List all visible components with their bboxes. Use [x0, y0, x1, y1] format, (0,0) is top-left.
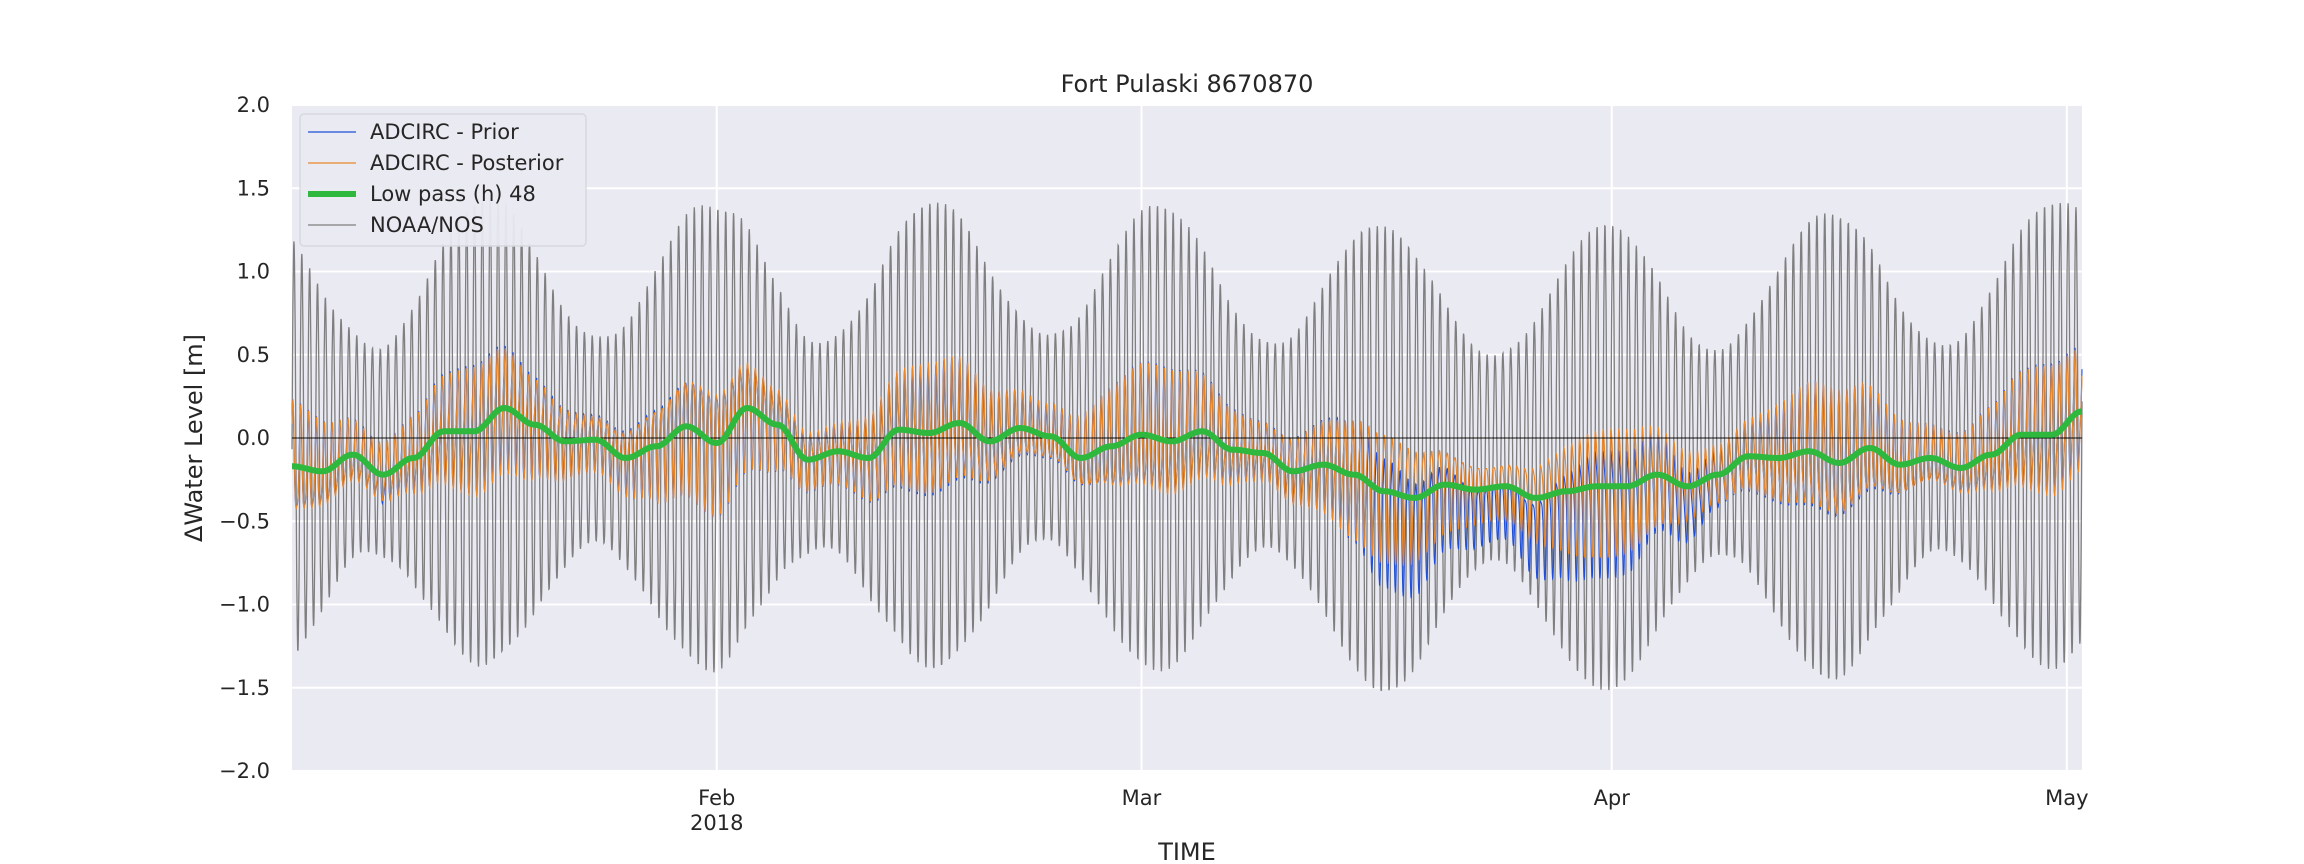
- x-tick-label: May: [2045, 786, 2088, 810]
- y-tick-label: −1.0: [219, 593, 270, 617]
- y-tick-label: 1.0: [237, 260, 270, 284]
- legend-box: [299, 113, 587, 247]
- legend-label: ADCIRC - Posterior: [370, 151, 564, 175]
- x-tick-sublabel: 2018: [690, 811, 743, 835]
- y-tick-label: 2.0: [237, 93, 270, 117]
- legend-label: NOAA/NOS: [370, 213, 484, 237]
- y-axis-ticks: 2.0 1.5 1.0 0.5 0.0 −0.5 −1.0 −1.5 −2.0: [219, 93, 270, 783]
- x-tick-label: Apr: [1594, 786, 1631, 810]
- series-line-noaa-nos: [291, 197, 2083, 692]
- y-tick-label: −1.5: [219, 676, 270, 700]
- series-layer: [290, 197, 2084, 692]
- y-axis-label: ΔWater Level [m]: [180, 334, 208, 542]
- x-axis-label: TIME: [1157, 838, 1216, 864]
- y-tick-label: 0.5: [237, 343, 270, 367]
- y-tick-label: −2.0: [219, 759, 270, 783]
- y-tick-label: 1.5: [237, 176, 270, 200]
- y-tick-label: 0.0: [237, 426, 270, 450]
- x-tick-label: Mar: [1122, 786, 1162, 810]
- legend-label: ADCIRC - Prior: [370, 120, 519, 144]
- y-tick-label: −0.5: [219, 509, 270, 533]
- legend-label: Low pass (h) 48: [370, 182, 536, 206]
- chart-title: Fort Pulaski 8670870: [1061, 70, 1314, 98]
- series-line-low-pass: [290, 405, 2084, 501]
- legend: ADCIRC - Prior ADCIRC - Posterior Low pass…: [299, 113, 587, 247]
- x-tick-label: Feb: [698, 786, 735, 810]
- series-line-adcirc-posterior: [291, 348, 2083, 566]
